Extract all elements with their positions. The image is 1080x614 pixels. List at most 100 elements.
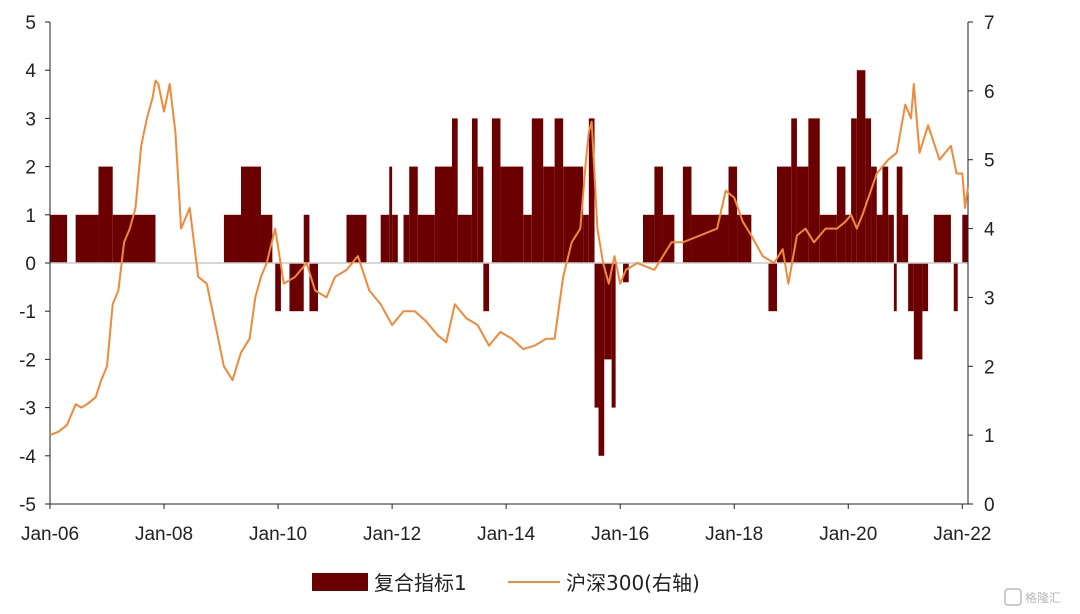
bar	[491, 118, 501, 264]
right-tick-label: 4	[984, 220, 995, 241]
bar	[896, 166, 903, 263]
bar	[543, 166, 555, 263]
legend: 复合指标1 沪深300(右轴)	[312, 571, 700, 595]
x-tick-label: Jan-16	[591, 524, 649, 545]
left-tick-label: -4	[19, 447, 36, 468]
bar	[871, 166, 877, 263]
bar	[791, 118, 797, 264]
left-tick-label: -2	[19, 350, 36, 371]
bar	[933, 214, 940, 263]
legend-label-line: 沪深300(右轴)	[566, 571, 700, 595]
x-tick-label: Jan-08	[135, 524, 193, 545]
bar	[75, 214, 99, 263]
bar	[876, 214, 883, 263]
x-tick-label: Jan-12	[363, 524, 421, 545]
legend-swatch-bar	[312, 573, 368, 591]
left-tick-label: 3	[25, 109, 36, 130]
bar	[962, 214, 968, 263]
bar	[808, 118, 820, 264]
left-tick-label: 2	[25, 158, 36, 179]
left-tick-label: 0	[25, 254, 36, 275]
bar	[691, 214, 729, 263]
bar	[594, 263, 599, 408]
bar	[737, 214, 752, 263]
bar	[409, 166, 418, 263]
bar	[531, 118, 544, 264]
right-tick-label: 0	[984, 495, 995, 516]
left-tick-label: 4	[25, 61, 36, 82]
left-tick-label: 5	[25, 13, 36, 34]
bar	[392, 214, 398, 263]
bar-series-composite-index	[50, 70, 968, 456]
bar	[953, 263, 958, 312]
bar	[241, 166, 261, 263]
bar	[346, 214, 367, 263]
bar	[303, 214, 310, 263]
bar	[457, 214, 472, 263]
bar	[223, 214, 242, 263]
bar	[882, 166, 889, 263]
watermark: 格隆汇	[1004, 588, 1061, 606]
bar	[836, 166, 846, 263]
bar	[856, 70, 866, 263]
left-tick-label: -5	[19, 495, 36, 516]
x-tick-label: Jan-06	[21, 524, 79, 545]
x-tick-labels: Jan-06 Jan-08 Jan-10 Jan-12 Jan-14 Jan-16 Jan-…	[21, 524, 991, 545]
bar	[500, 166, 524, 263]
left-tick-label: -3	[19, 399, 36, 420]
right-y-tick-labels: 7 6 5 4 3 2 1 0	[984, 13, 995, 516]
bar	[888, 214, 894, 263]
left-tick-label: 1	[25, 206, 36, 227]
bar	[902, 214, 909, 263]
bar	[434, 166, 452, 263]
bar	[50, 214, 68, 263]
bar	[865, 118, 872, 264]
watermark-logo-icon	[1004, 588, 1022, 606]
x-tick-label: Jan-18	[705, 524, 763, 545]
bar	[417, 214, 435, 263]
bar	[112, 214, 156, 263]
bar	[380, 214, 390, 263]
bar	[768, 263, 777, 312]
left-tick-label: -1	[19, 302, 36, 323]
legend-label-bar: 复合指标1	[374, 571, 467, 595]
right-tick-label: 5	[984, 151, 995, 172]
bar	[583, 214, 589, 263]
bar	[728, 166, 738, 263]
bar	[642, 214, 655, 263]
bar	[403, 214, 410, 263]
bar	[598, 263, 605, 456]
bar	[796, 166, 809, 263]
bar	[662, 214, 675, 263]
watermark-text: 格隆汇	[1025, 590, 1061, 605]
bar	[260, 214, 273, 263]
bar	[939, 214, 951, 263]
right-tick-label: 3	[984, 288, 995, 309]
bar	[554, 118, 564, 264]
bar	[588, 118, 595, 264]
axis-ticks	[45, 21, 973, 509]
left-y-tick-labels: 5 4 3 2 1 0 -1 -2 -3 -4 -5	[19, 13, 36, 516]
bar	[563, 166, 584, 263]
bar	[289, 263, 304, 312]
bar	[913, 263, 923, 360]
bar	[851, 118, 857, 264]
bar	[845, 214, 852, 263]
bar	[654, 166, 663, 263]
x-tick-label: Jan-20	[819, 524, 877, 545]
bar	[275, 263, 281, 312]
bar	[893, 263, 897, 312]
bar	[477, 166, 484, 263]
bar	[389, 166, 393, 263]
line-series-csi300	[49, 79, 969, 437]
bar	[471, 118, 478, 264]
bar	[623, 263, 629, 283]
right-tick-label: 7	[984, 13, 995, 34]
bar	[922, 263, 929, 312]
right-tick-label: 2	[984, 357, 995, 378]
bar	[682, 166, 692, 263]
bar	[604, 263, 612, 360]
bar	[451, 118, 458, 264]
right-tick-label: 6	[984, 82, 995, 103]
